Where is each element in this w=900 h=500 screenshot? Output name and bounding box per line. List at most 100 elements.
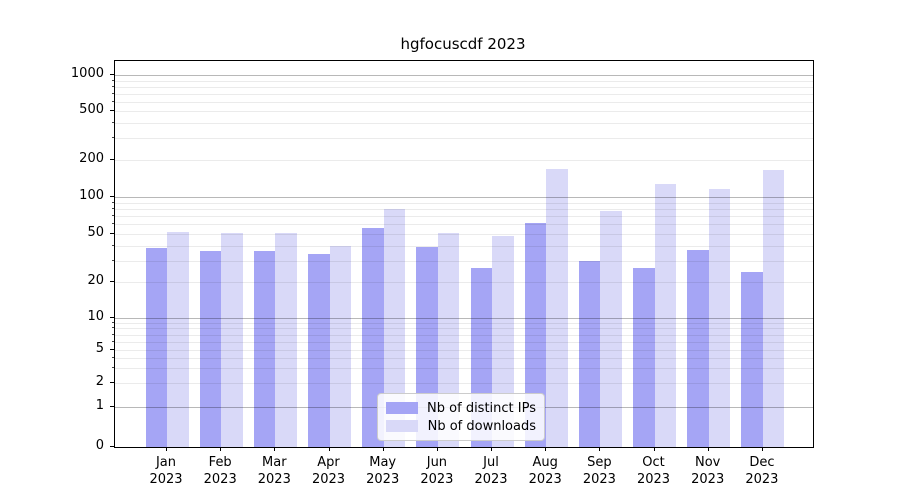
gridline-minor bbox=[115, 282, 813, 283]
bar-downloads bbox=[762, 169, 785, 447]
x-axis-tick-label: Mar 2023 bbox=[257, 455, 291, 487]
plot-area bbox=[114, 60, 814, 448]
gridline-minor bbox=[115, 208, 813, 210]
x-tickmark bbox=[545, 447, 547, 451]
gridline-minor bbox=[115, 260, 813, 262]
x-axis-tick-label: Jan 2023 bbox=[149, 455, 183, 487]
y-minor-tickmark bbox=[112, 215, 114, 216]
gridline-minor bbox=[115, 86, 813, 88]
y-minor-tickmark bbox=[112, 137, 114, 139]
x-tickmark bbox=[491, 447, 492, 451]
y-tickmark bbox=[110, 382, 114, 383]
x-axis-tick-label: Nov 2023 bbox=[691, 455, 725, 487]
bar-distinct-ips bbox=[362, 228, 384, 447]
bar-distinct-ips bbox=[145, 248, 167, 447]
bar-downloads bbox=[383, 208, 406, 447]
y-axis-tick-label: 0 bbox=[95, 438, 104, 453]
x-tickmark bbox=[382, 447, 384, 451]
gridline-minor bbox=[115, 160, 813, 161]
gridline-minor bbox=[115, 334, 813, 336]
y-tickmark bbox=[110, 233, 114, 234]
x-tickmark bbox=[274, 447, 276, 451]
y-minor-tickmark bbox=[112, 201, 114, 203]
y-minor-tickmark bbox=[112, 207, 114, 209]
y-minor-tickmark bbox=[112, 327, 114, 329]
y-axis-tick-label: 200 bbox=[79, 151, 104, 166]
x-tickmark bbox=[166, 447, 167, 451]
bar-distinct-ips bbox=[199, 251, 222, 447]
x-axis-tick-label: Apr 2023 bbox=[311, 455, 346, 487]
bar-downloads bbox=[275, 232, 297, 447]
y-axis-tick-label: 20 bbox=[87, 273, 104, 288]
gridline-minor bbox=[115, 341, 813, 343]
gridline-minor bbox=[115, 224, 813, 226]
y-minor-tickmark bbox=[112, 367, 114, 369]
x-tickmark bbox=[436, 447, 438, 451]
y-axis-tick-label: 2 bbox=[95, 374, 104, 389]
legend-label-downloads: Nb of downloads bbox=[427, 418, 536, 434]
bar-distinct-ips bbox=[741, 272, 763, 447]
y-tickmark bbox=[110, 317, 114, 318]
gridline-major bbox=[115, 75, 813, 76]
y-axis-tick-label: 1 bbox=[95, 398, 104, 413]
x-tickmark bbox=[328, 447, 330, 451]
y-minor-tickmark bbox=[112, 223, 114, 225]
y-tickmark bbox=[110, 74, 114, 75]
gridline-major bbox=[115, 197, 813, 198]
y-axis-tick-label: 100 bbox=[79, 188, 104, 203]
bar-downloads bbox=[654, 183, 676, 447]
gridline-minor bbox=[115, 122, 813, 124]
y-minor-tickmark bbox=[112, 357, 114, 358]
x-tickmark bbox=[707, 447, 709, 451]
bar-downloads bbox=[167, 231, 189, 447]
x-axis-tick-label: Oct 2023 bbox=[636, 455, 671, 487]
legend-entry-downloads: Nb of downloads bbox=[386, 417, 536, 435]
gridline-minor bbox=[115, 383, 813, 384]
gridline-minor bbox=[115, 216, 813, 217]
y-tickmark bbox=[110, 349, 114, 350]
y-tickmark bbox=[110, 281, 114, 282]
bar-distinct-ips bbox=[253, 251, 276, 447]
x-tickmark bbox=[220, 447, 222, 451]
x-axis-tick-label: Feb 2023 bbox=[203, 455, 237, 487]
bar-downloads bbox=[708, 188, 731, 447]
y-tickmark bbox=[110, 446, 114, 447]
y-minor-tickmark bbox=[112, 259, 114, 261]
y-minor-tickmark bbox=[112, 100, 114, 102]
bar-distinct-ips bbox=[308, 254, 330, 447]
y-minor-tickmark bbox=[112, 333, 114, 335]
y-tickmark bbox=[110, 406, 114, 407]
y-minor-tickmark bbox=[112, 340, 114, 342]
y-tickmark bbox=[110, 110, 114, 111]
gridline-minor bbox=[115, 111, 813, 112]
x-axis-tick-label: Jul 2023 bbox=[474, 455, 508, 487]
x-axis-tick-label: Jun 2023 bbox=[420, 455, 454, 487]
gridline-minor bbox=[115, 358, 813, 359]
y-minor-tickmark bbox=[112, 121, 114, 123]
gridline-minor bbox=[115, 234, 813, 235]
gridline-minor bbox=[115, 138, 813, 140]
legend-swatch-downloads bbox=[386, 420, 418, 432]
y-tickmark bbox=[110, 159, 114, 160]
legend-label-distinct-ips: Nb of distinct IPs bbox=[427, 400, 536, 416]
y-axis-tick-label: 1000 bbox=[70, 66, 104, 81]
y-minor-tickmark bbox=[112, 92, 114, 94]
x-tickmark bbox=[599, 447, 601, 451]
gridline-minor bbox=[115, 368, 813, 370]
y-minor-tickmark bbox=[112, 244, 114, 246]
y-minor-tickmark bbox=[112, 79, 114, 81]
bar-downloads bbox=[546, 169, 568, 447]
y-minor-tickmark bbox=[112, 321, 114, 323]
x-tickmark bbox=[761, 447, 763, 451]
x-axis-tick-label: Dec 2023 bbox=[745, 455, 779, 487]
y-axis-tick-label: 5 bbox=[95, 341, 104, 356]
bar-distinct-ips bbox=[578, 260, 601, 447]
y-axis-tick-label: 500 bbox=[79, 102, 104, 117]
gridline-major bbox=[115, 318, 813, 319]
bar-distinct-ips bbox=[687, 249, 709, 447]
y-axis-tick-label: 10 bbox=[87, 309, 104, 324]
legend-entry-distinct-ips: Nb of distinct IPs bbox=[386, 399, 536, 417]
bar-downloads bbox=[221, 232, 243, 447]
gridline-minor bbox=[115, 80, 813, 82]
